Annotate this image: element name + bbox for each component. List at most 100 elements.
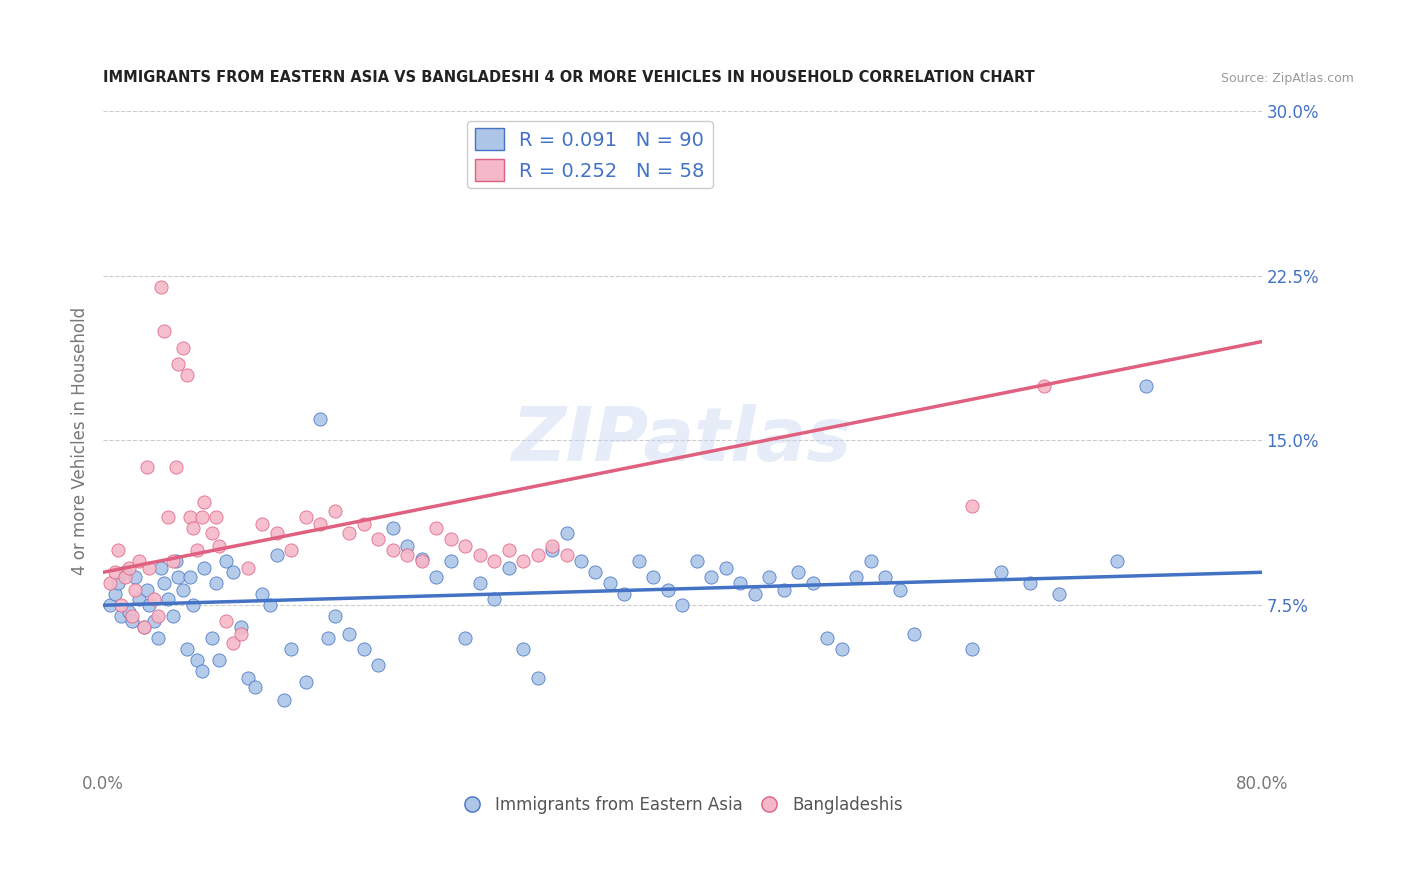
Point [367,657,389,672]
Point [179,510,201,524]
Point [121,614,143,628]
Point [353,642,375,657]
Point [960,500,983,514]
Point [135,459,157,474]
Point [186,653,208,667]
Point [541,539,564,553]
Point [903,627,925,641]
Point [353,516,375,531]
Point [190,664,212,678]
Point [236,671,259,685]
Point [222,566,245,580]
Point [643,570,665,584]
Text: IMMIGRANTS FROM EASTERN ASIA VS BANGLADESHI 4 OR MORE VEHICLES IN HOUSEHOLD CORR: IMMIGRANTS FROM EASTERN ASIA VS BANGLADE… [103,70,1035,85]
Point [176,368,198,382]
Point [498,543,520,558]
Point [526,548,548,562]
Point [193,495,215,509]
Point [585,566,607,580]
Point [132,620,155,634]
Point [208,653,231,667]
Point [440,533,463,547]
Point [138,561,160,575]
Point [309,411,332,425]
Point [266,548,288,562]
Point [165,554,187,568]
Point [193,561,215,575]
Point [396,539,419,553]
Point [730,576,752,591]
Point [135,582,157,597]
Point [201,525,224,540]
Point [440,554,463,568]
Point [138,599,160,613]
Point [889,582,911,597]
Point [815,631,838,645]
Point [512,642,534,657]
Point [229,620,252,634]
Point [104,587,127,601]
Point [118,561,141,575]
Point [1019,576,1042,591]
Point [526,671,548,685]
Point [295,675,318,690]
Point [215,554,238,568]
Point [128,591,150,606]
Point [714,561,737,575]
Point [758,570,780,584]
Point [1105,554,1128,568]
Point [859,554,882,568]
Point [205,576,228,591]
Point [316,631,339,645]
Y-axis label: 4 or more Vehicles in Household: 4 or more Vehicles in Household [72,307,89,574]
Point [744,587,766,601]
Point [110,609,132,624]
Point [124,570,146,584]
Point [205,510,228,524]
Point [266,525,288,540]
Point [252,587,274,601]
Point [772,582,794,597]
Point [831,642,853,657]
Point [162,609,184,624]
Point [323,609,346,624]
Point [337,627,360,641]
Text: ZIPatlas: ZIPatlas [512,404,852,477]
Point [252,516,274,531]
Point [960,642,983,657]
Point [176,642,198,657]
Point [555,525,578,540]
Point [229,627,252,641]
Point [104,566,127,580]
Point [150,561,173,575]
Point [259,599,281,613]
Point [541,543,564,558]
Point [845,570,868,584]
Point [157,591,180,606]
Point [128,554,150,568]
Point [124,582,146,597]
Point [142,614,165,628]
Point [273,692,295,706]
Point [482,554,505,568]
Point [190,510,212,524]
Point [309,516,332,531]
Point [114,570,136,584]
Point [172,582,194,597]
Point [657,582,679,597]
Point [1033,378,1056,392]
Point [411,552,433,566]
Point [98,599,121,613]
Point [150,279,173,293]
Point [181,599,204,613]
Point [167,570,190,584]
Point [132,620,155,634]
Point [208,539,231,553]
Point [454,539,477,553]
Point [280,642,302,657]
Point [512,554,534,568]
Point [121,609,143,624]
Point [875,570,897,584]
Point [243,680,266,694]
Point [425,521,447,535]
